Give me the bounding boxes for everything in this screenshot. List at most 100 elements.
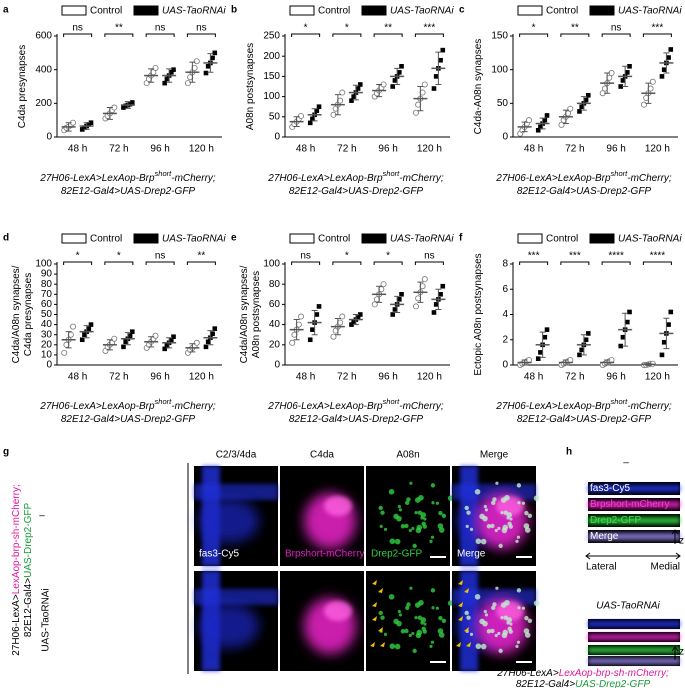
signal: [199, 499, 259, 543]
text-part: 27H06-LexA>LexAop-Brp: [495, 173, 611, 184]
sig-label: ns: [72, 23, 83, 34]
channel-label: Brpshort-mCherry: [590, 499, 669, 510]
y-tick-label: 8: [502, 259, 508, 270]
x-tick-label: 120 h: [645, 144, 670, 155]
signal: [383, 632, 388, 636]
signal: [418, 599, 424, 606]
data-point: [661, 67, 667, 72]
signal: [475, 643, 482, 650]
y-tick-label: 100: [491, 64, 508, 75]
data-point: [412, 303, 419, 310]
sig-bracket: [145, 33, 175, 37]
data-point: [171, 67, 176, 72]
signal: [495, 481, 499, 485]
data-point: [355, 86, 361, 91]
data-point: [162, 346, 168, 352]
sig-bracket: [414, 261, 444, 265]
text-part: 82E12-Gal4>UAS-Drep2-GFP: [61, 414, 196, 425]
arrowhead: [464, 588, 469, 593]
signal: [378, 505, 383, 511]
text-part: A08n postsynapses: [251, 271, 262, 358]
text-part: LexAop-brp-sh-mCherry;: [559, 668, 669, 679]
signal: [406, 497, 411, 502]
signal: [452, 589, 536, 605]
text-part: short: [611, 397, 629, 406]
y-tick-label: 0: [502, 360, 508, 371]
data-point: [152, 64, 159, 71]
legend-label: Control: [318, 234, 350, 245]
data-point: [307, 337, 313, 343]
signal: [516, 640, 521, 644]
signal: [588, 533, 680, 540]
y-tick-label: 50: [269, 111, 281, 122]
signal: [503, 510, 508, 515]
text-part: C4da/A08n synapses/: [239, 265, 250, 363]
column-title: C4da: [310, 450, 334, 461]
arrowhead: [372, 616, 377, 621]
signal: [408, 633, 412, 638]
data-point: [577, 109, 582, 114]
x-axis-label: 82E12-Gal4>UAS-Drep2-GFP: [61, 186, 196, 197]
legend-swatch: [517, 5, 543, 16]
signal: [411, 526, 415, 531]
arrowhead: [378, 588, 383, 593]
text-part: C4da presynapses: [23, 273, 34, 356]
signal: [431, 606, 435, 610]
y-tick-label: 40: [41, 319, 53, 330]
data-point: [351, 94, 356, 99]
signal: [515, 539, 519, 543]
y-tick-label: 250: [263, 31, 280, 42]
y-tick-label: 100: [263, 259, 280, 270]
data-point: [111, 335, 118, 342]
data-point: [212, 326, 218, 331]
signal: [406, 602, 411, 607]
channel-label: Merge: [457, 549, 486, 560]
signal: [588, 658, 680, 664]
signal: [494, 528, 498, 533]
data-point: [538, 124, 543, 130]
signal: [483, 504, 487, 509]
signal: [504, 494, 510, 501]
legend-swatch: [289, 5, 315, 16]
signal: [464, 505, 469, 511]
y-tick-label: 40: [269, 319, 281, 330]
sig-bracket: [291, 33, 321, 37]
signal: [199, 604, 259, 648]
data-point: [70, 323, 77, 330]
legend-label: Control: [318, 6, 350, 17]
genotype-label: 82E12-Gal4>UAS-Drep2-GFP: [23, 503, 34, 638]
data-point: [349, 322, 354, 327]
legend-label: UAS-TaoRNAi: [390, 6, 454, 17]
sig-label: ns: [155, 23, 166, 34]
data-point: [88, 322, 94, 327]
y-tick-label: 0: [46, 132, 52, 143]
sig-bracket: [63, 261, 93, 265]
x-tick-label: 96 h: [606, 372, 625, 383]
signal: [394, 643, 401, 650]
x-axis-label: 82E12-Gal4>UAS-Drep2-GFP: [517, 186, 652, 197]
x-tick-label: 120 h: [189, 144, 214, 155]
signal: [465, 524, 469, 528]
x-axis-label: 82E12-Gal4>UAS-Drep2-GFP: [61, 414, 196, 425]
arrowhead: [458, 580, 463, 585]
data-point: [526, 117, 533, 124]
sig-bracket: [332, 33, 362, 37]
axis-label: z: [679, 647, 684, 658]
signal: [533, 600, 540, 606]
data-point: [583, 97, 589, 103]
data-point: [310, 327, 315, 332]
sig-bracket: [186, 33, 216, 37]
panel-label: g: [3, 447, 9, 458]
text-part: short: [383, 169, 401, 178]
sig-bracket: [291, 261, 321, 265]
signal: [393, 513, 399, 520]
channel-label: fas3-Cy5: [590, 483, 630, 494]
panel-label: h: [566, 447, 572, 458]
x-axis-label: 27H06-LexA>LexAop-Brpshort-mCherry;: [495, 169, 672, 184]
signal: [324, 496, 352, 516]
signal: [588, 485, 680, 492]
signal: [491, 500, 496, 506]
signal: [469, 527, 474, 531]
signal: [389, 643, 396, 650]
